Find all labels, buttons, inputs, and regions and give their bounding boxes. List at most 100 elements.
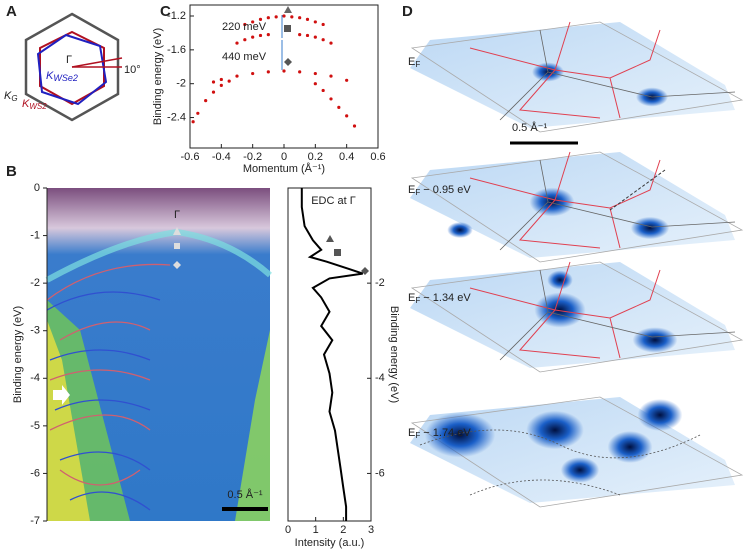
- band-point: [321, 22, 325, 27]
- hexagon-ws2: [39, 30, 105, 106]
- map-outline: [410, 396, 744, 508]
- band-point: [290, 15, 294, 19]
- intensity-spot: [630, 216, 670, 240]
- band-point: [313, 35, 317, 39]
- x-tick-label: -0.6: [181, 151, 200, 163]
- energy-label-part: E: [408, 56, 415, 68]
- band-point: [313, 82, 317, 86]
- y-tick-label: -2: [176, 78, 186, 90]
- calc-band: [46, 291, 161, 511]
- marker-diamond: [361, 267, 369, 275]
- y-tick-label: -6: [375, 467, 385, 479]
- x-axis-label: Intensity (a.u.): [295, 537, 365, 549]
- intensity-spot: [547, 270, 573, 290]
- k-wse2: KWSe2: [46, 70, 78, 83]
- band-point: [204, 99, 208, 103]
- annotation: 220 meV: [222, 21, 267, 33]
- edc-curve: [300, 188, 364, 521]
- intensity-spot: [424, 412, 496, 458]
- marker-diamond: [284, 58, 292, 66]
- bz-boundary: [499, 269, 736, 361]
- x-tick-label: 3: [368, 524, 374, 536]
- band-point: [274, 15, 278, 19]
- x-tick-label: 0.2: [308, 151, 323, 163]
- y-axis-label: Binding energy (eV): [388, 306, 400, 403]
- band-point: [329, 97, 333, 101]
- band-point: [282, 14, 286, 18]
- intensity-region: [47, 320, 90, 521]
- intensity-spot: [632, 327, 678, 353]
- x-tick-label: 0: [285, 524, 291, 536]
- energy-label: EF − 0.95 eV: [408, 184, 471, 197]
- band-point: [251, 71, 255, 76]
- k-ws2: KWS2: [22, 98, 47, 111]
- intensity-spot: [534, 292, 586, 328]
- band-point: [219, 83, 223, 87]
- scale-label: 0.5 Å⁻¹: [227, 488, 262, 501]
- band-point: [321, 88, 325, 93]
- marker-triangle: [173, 227, 181, 235]
- marker-square: [334, 249, 341, 256]
- angle: 10°: [124, 64, 141, 76]
- y-tick-label: -6: [30, 467, 40, 479]
- band-point: [251, 35, 255, 39]
- band-point: [345, 78, 349, 82]
- intensity-region: [235, 330, 270, 521]
- panel-b: Γ 0.5 Å⁻¹ 0 -1 -2 -3 -4 -5 -6 -7 Binding energy …: [12, 182, 272, 527]
- fermi-map: [410, 22, 735, 128]
- x-tick-label: 0.6: [370, 151, 385, 163]
- y-tick-label: -4: [30, 372, 40, 384]
- y-tick-label: -2: [30, 277, 40, 289]
- intensity-spot: [637, 399, 683, 431]
- x-axis-label: Momentum (Å⁻¹): [243, 162, 325, 175]
- band-point: [321, 38, 325, 42]
- panel-c: -0.6 -0.4 -0.2 0 0.2 0.4 0.6 -1.2 -1.6 -2 -2.4 Mome…: [152, 4, 386, 175]
- x-tick-label: -0.4: [212, 151, 231, 163]
- annotation: 440 meV: [222, 51, 267, 63]
- calc-band: [46, 263, 171, 486]
- energy-label: EF: [408, 56, 420, 69]
- band-point: [266, 16, 270, 20]
- band-point: [345, 114, 349, 118]
- band-point: [329, 41, 333, 45]
- intensity-spot: [526, 410, 584, 450]
- band-point: [282, 69, 286, 73]
- panel-label: B: [6, 163, 17, 180]
- band-point: [352, 124, 357, 128]
- band-point: [251, 20, 255, 24]
- energy-label-part: F: [415, 431, 420, 440]
- band-point: [298, 33, 302, 37]
- energy-label: EF − 1.34 eV: [408, 292, 471, 305]
- band-point: [219, 77, 223, 82]
- energy-label-part: E: [408, 292, 415, 304]
- bz-boundary: [499, 29, 736, 121]
- x-tick-label: 2: [340, 524, 346, 536]
- map-outline: [410, 261, 744, 373]
- bz-boundary: [469, 151, 661, 249]
- band-point: [298, 70, 302, 74]
- band-point: [305, 17, 310, 21]
- band-point: [227, 79, 231, 83]
- band-point: [196, 111, 200, 115]
- gamma: Γ: [174, 209, 180, 221]
- band-point: [313, 71, 317, 76]
- panel-edc: 0 1 2 3 -2 -4 -6 Intensity (a.u.) Binding energy…: [285, 187, 400, 549]
- energy-label: EF − 1.74 eV: [408, 427, 471, 440]
- intensity-spot: [560, 457, 600, 483]
- edc-title: EDC at Γ: [311, 195, 356, 207]
- marker-square: [284, 25, 291, 32]
- energy-label-part: − 0.95 eV: [420, 184, 471, 196]
- band-point: [266, 33, 270, 37]
- energy-label-part: F: [415, 60, 420, 69]
- hexagon-wse2: [36, 33, 108, 106]
- x-tick-label: 0.4: [339, 151, 354, 163]
- y-tick-label: -5: [30, 420, 40, 432]
- marker-square: [174, 243, 180, 249]
- intensity-spot: [447, 222, 473, 238]
- bz-boundary: [469, 21, 661, 119]
- hexagon-g: [24, 12, 120, 122]
- x-tick-label: 1: [313, 524, 319, 536]
- band-point: [211, 80, 216, 84]
